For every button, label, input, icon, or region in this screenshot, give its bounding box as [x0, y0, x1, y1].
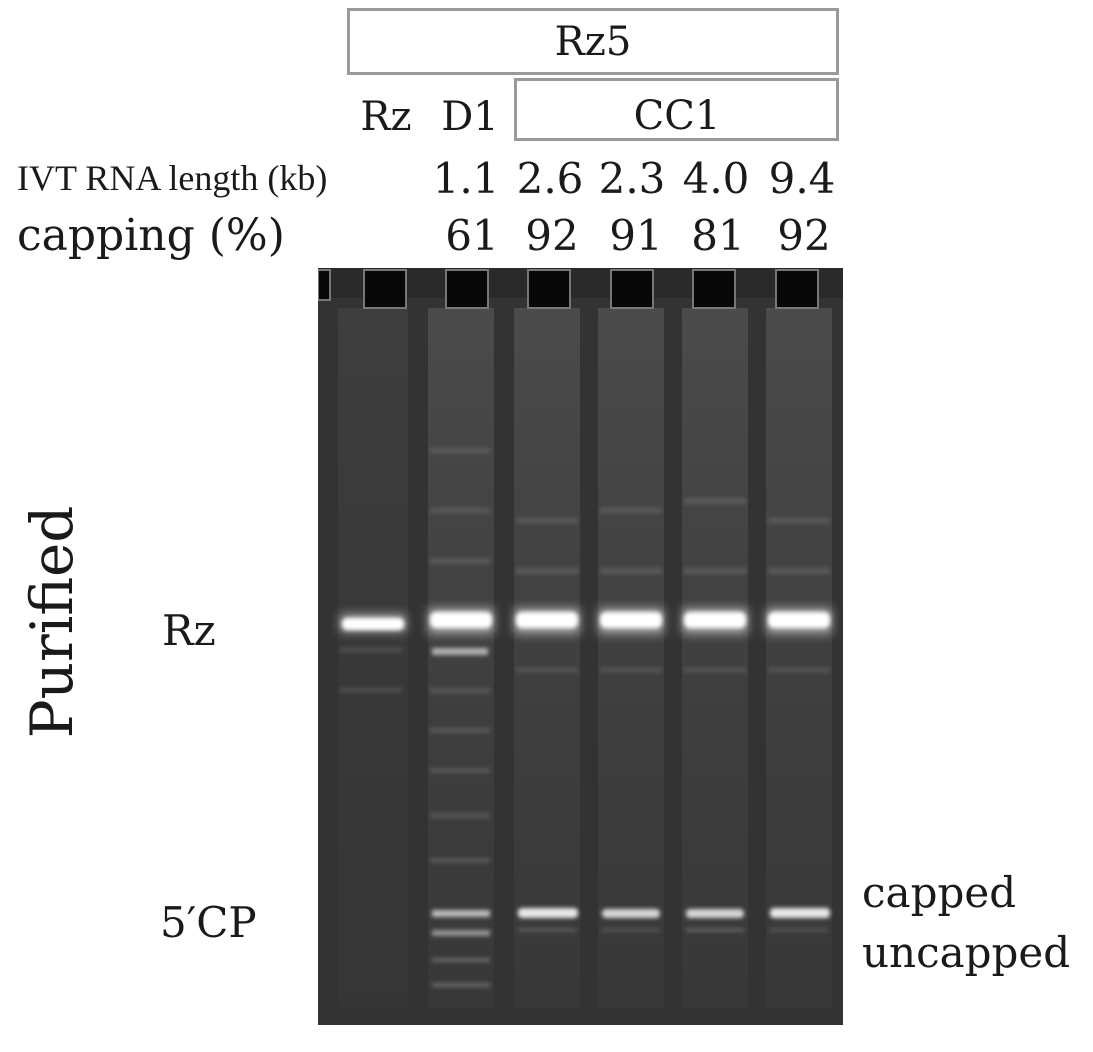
rz-band-marker: Rz [162, 610, 216, 652]
capped-label: capped [862, 872, 1016, 914]
length-value: 2.3 [599, 158, 666, 200]
lane-label-d1: D1 [441, 97, 499, 137]
length-value: 9.4 [769, 158, 836, 200]
capping-value: 92 [777, 215, 830, 257]
gel-image [318, 268, 843, 1025]
panel-label-purified: Purified [23, 506, 81, 739]
d1-secondary-band [432, 648, 488, 655]
ivt-length-label: IVT RNA length (kb) [17, 160, 327, 196]
capping-label: capping (%) [17, 214, 285, 258]
rz5-label: Rz5 [555, 22, 632, 62]
cc1-label: CC1 [634, 96, 721, 136]
capping-value: 92 [525, 215, 578, 257]
cp-band-marker: 5′CP [160, 902, 257, 944]
length-value: 1.1 [433, 158, 500, 200]
length-value: 2.6 [517, 158, 584, 200]
lane-label-rz: Rz [360, 97, 411, 137]
capping-value: 61 [445, 215, 498, 257]
length-value: 4.0 [683, 158, 750, 200]
uncapped-label: uncapped [862, 932, 1070, 974]
capping-value: 91 [609, 215, 662, 257]
capping-value: 81 [691, 215, 744, 257]
